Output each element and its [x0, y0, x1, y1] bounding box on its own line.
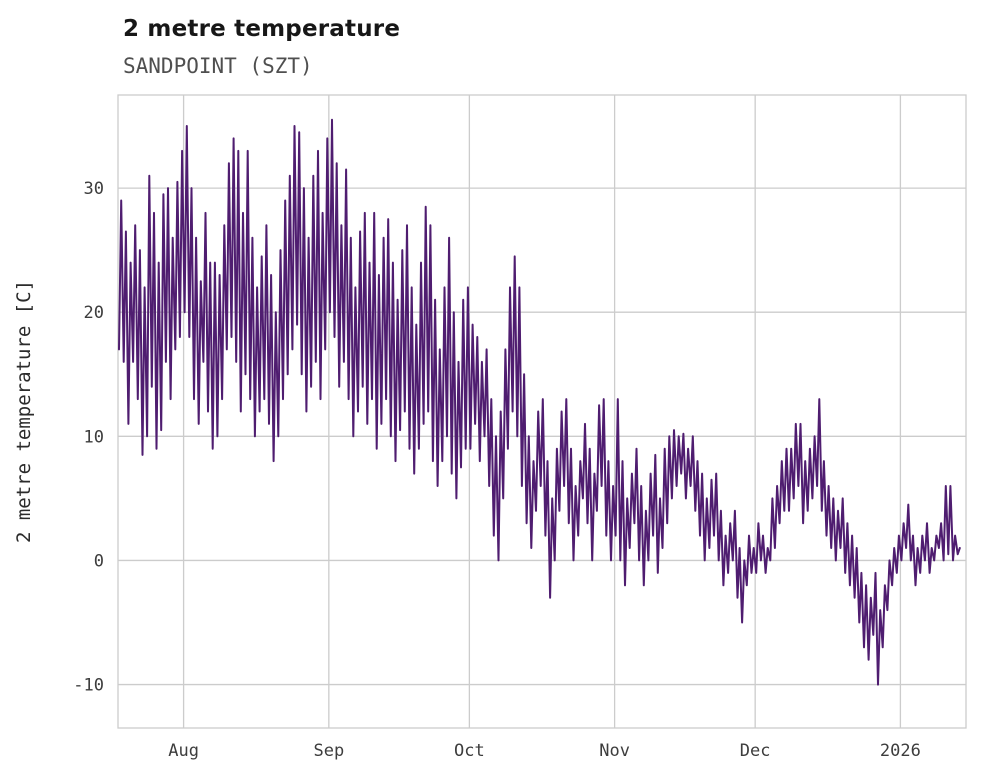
x-tick-label: Nov	[599, 741, 630, 761]
temperature-line	[118, 118, 961, 686]
y-tick-label: 30	[84, 179, 104, 199]
y-tick-label: 10	[84, 427, 104, 447]
chart-title: 2 metre temperature	[123, 16, 401, 42]
x-tick-label: Aug	[168, 741, 199, 761]
x-tick-label: Oct	[454, 741, 485, 761]
y-tick-label: 20	[84, 303, 104, 323]
x-tick-label: Sep	[313, 741, 344, 761]
y-tick-label: -10	[73, 676, 104, 696]
y-tick-label: 0	[94, 551, 104, 571]
plot-border	[117, 94, 967, 729]
chart-subtitle: SANDPOINT (SZT)	[123, 54, 313, 78]
x-tick-label: Dec	[740, 741, 771, 761]
y-axis-label: 2 metre temperature [C]	[13, 280, 35, 543]
x-tick-label: 2026	[880, 741, 921, 761]
